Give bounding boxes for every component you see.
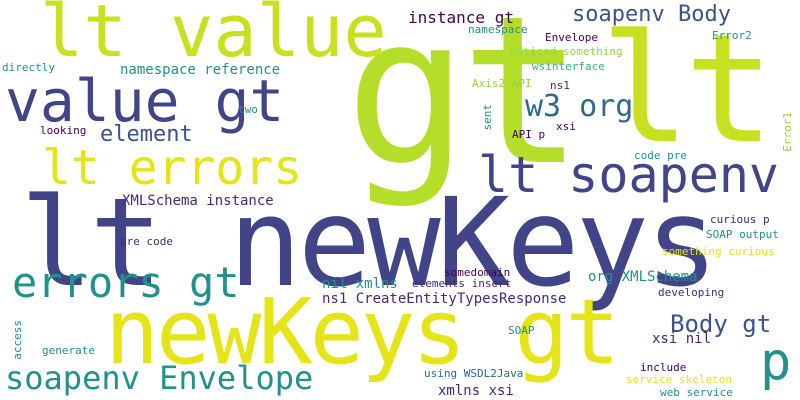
word-namespace-small: namespace [468, 23, 528, 36]
word-web-service: web service [660, 386, 733, 399]
word-lt-soapenv: lt soapenv [478, 146, 780, 204]
word-pre-code: pre code [120, 235, 173, 248]
word-body-gt: Body gt [670, 310, 772, 338]
word-soap: SOAP [508, 324, 535, 337]
word-looking: looking [40, 124, 87, 137]
word-soap-output: SOAP output [706, 228, 779, 241]
word-elements-insert: elements insert [412, 277, 512, 290]
word-org-xmlschema: org XMLSchema [588, 269, 698, 285]
word-include: include [640, 361, 687, 374]
word-envelope-small: Envelope [545, 31, 598, 44]
word-two: two [238, 103, 258, 116]
word-w3-org: w3 org [525, 89, 634, 124]
word-value-gt: value gt [5, 67, 285, 135]
word-something-curious: something curious [662, 245, 775, 258]
word-using-wsdl2java: using WSDL2Java [424, 367, 524, 380]
word-xmlns-xsi: xmlns xsi [438, 383, 514, 399]
word-sent: sent [481, 104, 494, 131]
word-service-skeleton: service skeleton [626, 373, 732, 386]
word-lt-value: lt value [40, 0, 387, 73]
word-soapenv-envelope: soapenv Envelope [5, 359, 314, 397]
word-developing: developing [658, 286, 725, 299]
word-soapenv-body: soapenv Body [572, 2, 731, 27]
word-wsinterface: wsinterface [532, 60, 605, 73]
word-instance-gt: instance gt [408, 8, 514, 27]
word-xsi-small: xsi [556, 120, 576, 133]
word-nil-xmlns: nil xmlns [322, 276, 398, 292]
word-gt-large: gt [345, 0, 584, 211]
word-lt-errors: lt errors [42, 140, 303, 196]
word-ns1-createentitytypesresponse: ns1 CreateEntityTypesResponse [322, 291, 567, 307]
word-access: access [11, 320, 24, 360]
word-lt-newkeys: lt newKeys [20, 172, 719, 314]
word-code-pre: code pre [634, 149, 687, 162]
word-api-p: API p [512, 128, 546, 141]
word-directly: directly [2, 61, 55, 74]
word-p-big: p [760, 332, 792, 392]
word-xmlschema-instance: XMLSchema instance [122, 193, 274, 209]
word-xsi-nil: xsi nil [652, 331, 712, 347]
word-namespace-reference: namespace reference [120, 62, 281, 78]
word-ns1-small: ns1 [550, 79, 570, 92]
word-somedomain: somedomain [444, 266, 511, 279]
word-lt-big: lt [600, 3, 775, 177]
word-error2: Error2 [712, 29, 752, 42]
word-newkeys-gt: newKeys gt [105, 280, 620, 385]
word-element: element [100, 122, 193, 147]
word-curious-p: curious p [710, 213, 770, 226]
word-generate: generate [42, 344, 95, 357]
word-error1: Error1 [781, 112, 794, 152]
word-axis2-api: Axis2 API [472, 77, 532, 90]
word-errors-gt: errors gt [12, 258, 240, 307]
word-noticed-something: noticed something [510, 45, 623, 58]
